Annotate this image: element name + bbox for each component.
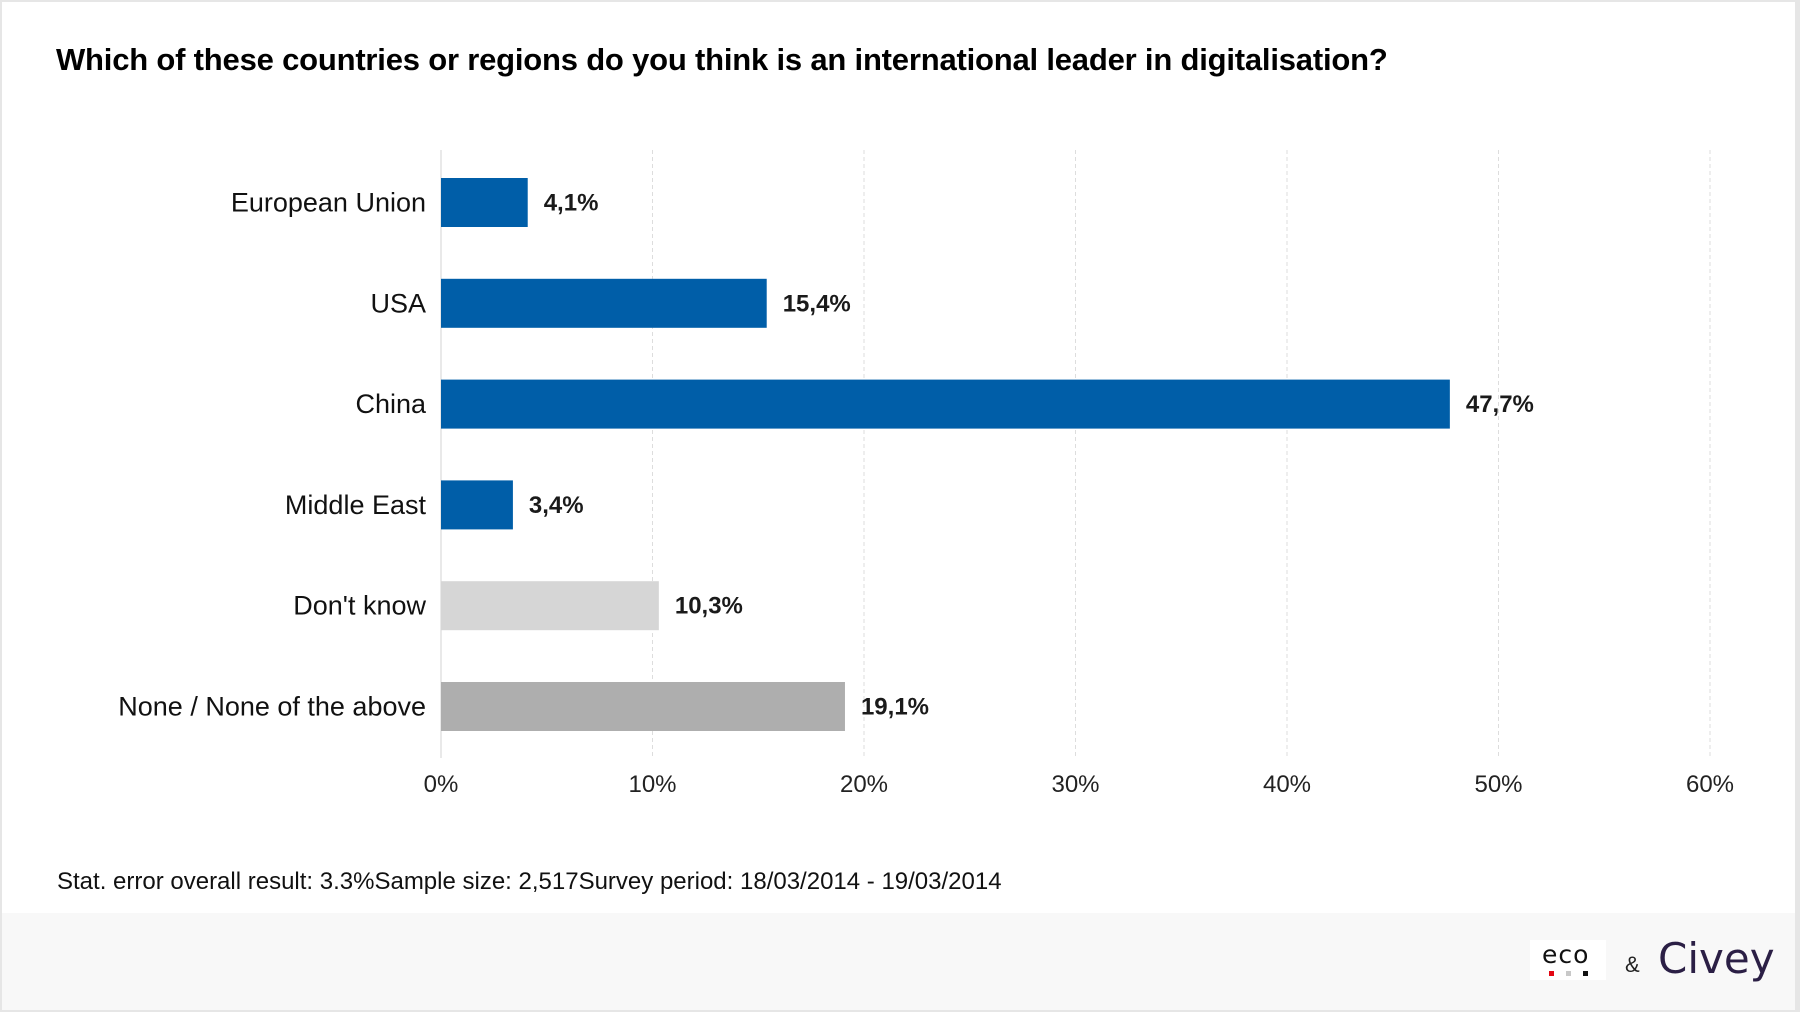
value-label: 4,1% [544,190,599,217]
x-tick-label: 0% [424,771,459,798]
footer-band [2,913,1795,1010]
value-labels: 4,1% 15,4% 47,7% 3,4% 10,3% 19,1% [529,190,1534,721]
x-axis-ticks: 0% 10% 20% 30% 40% 50% 60% [424,771,1734,798]
x-tick-label: 40% [1263,771,1311,798]
value-label: 47,7% [1466,391,1534,418]
value-label: 10,3% [675,593,743,620]
category-label: Don't know [293,591,426,621]
gridlines [440,150,1711,758]
eco-logo-dot-gray [1566,971,1571,976]
bar-usa [441,278,767,328]
bars [441,178,1450,731]
survey-footnote: Stat. error overall result: 3.3%Sample s… [57,868,1002,895]
bar-none-none-of-the-above [441,682,845,731]
chart-title: Which of these countries or regions do y… [56,42,1388,77]
bar-middle-east [441,480,513,530]
eco-logo-dot-red [1549,971,1554,976]
x-tick-label: 10% [628,771,676,798]
bar-chart: European Union USA China Middle East Don't k… [118,150,1734,798]
value-label: 19,1% [861,694,929,721]
category-label: China [355,389,427,419]
bar-european-union [441,178,528,227]
x-tick-label: 50% [1474,771,1522,798]
category-label: USA [370,288,426,318]
category-label: None / None of the above [118,692,426,722]
x-tick-label: 20% [840,771,888,798]
eco-logo: eco [1530,940,1606,980]
x-tick-label: 30% [1051,771,1099,798]
category-label: European Union [231,188,426,218]
civey-logo: Civey [1658,934,1775,983]
x-tick-label: 60% [1686,771,1734,798]
logo-ampersand: & [1625,952,1640,977]
eco-logo-text: eco [1542,940,1590,969]
value-label: 3,4% [529,492,584,519]
bar-china [441,379,1450,429]
bar-don-t-know [441,581,659,631]
category-label: Middle East [285,490,427,520]
category-labels: European Union USA China Middle East Don't k… [118,188,427,722]
eco-logo-dot-black [1583,971,1588,976]
value-label: 15,4% [783,290,851,317]
